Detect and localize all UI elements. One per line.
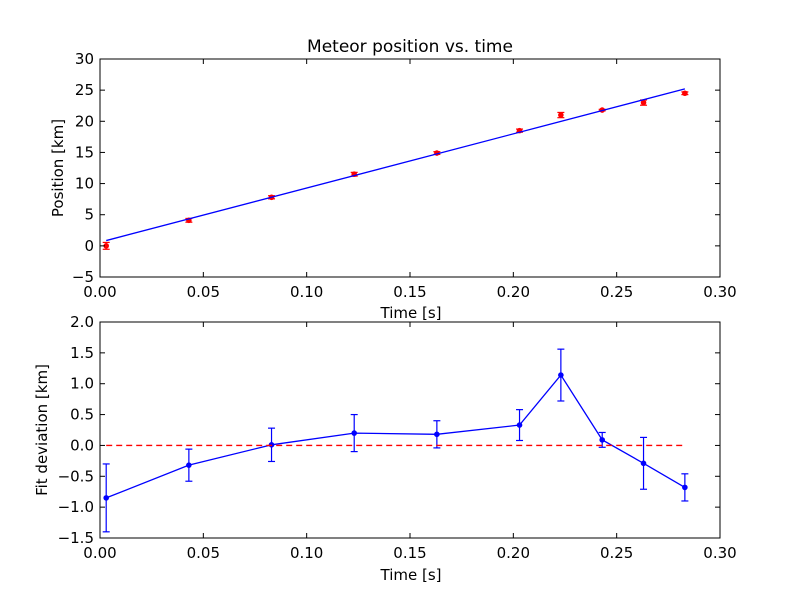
deviation-y-tick-label: 0.5 [70,406,94,424]
deviation-x-tick-label: 0.10 [290,544,323,562]
chart-title: Meteor position vs. time [307,37,513,57]
deviation-axis-ticks: 0.00 0.05 0.10 0.15 0.20 0.25 0.30 −1.5 −1.0 −0.5… [58,313,737,562]
deviation-x-tick-label: 0.20 [497,544,530,562]
position-y-tick-label: 30 [75,50,94,68]
deviation-x-tick-label: 0.25 [600,544,633,562]
deviation-x-tick-label: 0.05 [187,544,220,562]
deviation-x-tick-label: 0.30 [703,544,736,562]
position-x-tick-label: 0.10 [290,283,323,301]
position-data-point [682,90,688,97]
deviation-y-tick-label: 1.0 [70,375,94,393]
position-data-point [558,112,564,118]
position-y-tick-label: 25 [75,81,94,99]
position-x-tick-label: 0.30 [703,283,736,301]
position-data-point [640,99,647,106]
deviation-y-tick-label: −1.5 [58,529,94,547]
deviation-data-point [103,495,109,501]
position-x-tick-label: 0.25 [600,283,633,301]
deviation-data-point [186,462,192,468]
position-x-tick-label: 0.15 [393,283,426,301]
position-y-tick-label: 15 [75,143,94,161]
deviation-data-point [516,422,523,428]
position-plot-area [102,88,689,250]
position-y-tick-label: 20 [75,112,94,130]
deviation-data-point [682,484,688,491]
deviation-data-point [351,430,358,436]
fit-line [106,88,686,242]
position-panel: Meteor position vs. time 0.00 0.05 0.10 0.1… [49,37,737,322]
position-x-tick-label: 0.00 [83,283,116,301]
position-y-axis-label: Position [km] [49,119,67,217]
deviation-y-tick-label: 2.0 [70,313,94,331]
deviation-y-tick-label: 0.0 [70,436,94,454]
deviation-x-tick-label: 0.15 [393,544,426,562]
position-axis-ticks: 0.00 0.05 0.10 0.15 0.20 0.25 0.30 −5 0 5 10 15 20 25… [72,50,737,301]
position-y-tick-label: 5 [84,206,94,224]
deviation-x-tick-label: 0.00 [83,544,116,562]
deviation-data-point [599,437,606,443]
deviation-line [105,373,686,499]
deviation-panel: 0.00 0.05 0.10 0.15 0.20 0.25 0.30 −1.5 −1.0 −0.5… [33,313,737,584]
deviation-y-tick-label: −1.0 [58,498,94,516]
position-x-axis-label: Time [s] [380,304,442,322]
deviation-data-point [434,431,440,438]
position-x-tick-label: 0.20 [497,283,530,301]
deviation-y-axis-label: Fit deviation [km] [33,364,51,496]
deviation-y-tick-label: 1.5 [70,344,94,362]
position-x-tick-label: 0.05 [187,283,220,301]
position-y-tick-label: 0 [84,237,94,255]
deviation-plot-area [102,348,689,533]
deviation-data-point [558,372,564,378]
deviation-data-point [640,460,647,467]
deviation-y-tick-label: −0.5 [58,467,94,485]
position-y-tick-label: −5 [72,268,94,286]
position-y-tick-label: 10 [75,175,94,193]
deviation-x-axis-label: Time [s] [380,566,442,584]
